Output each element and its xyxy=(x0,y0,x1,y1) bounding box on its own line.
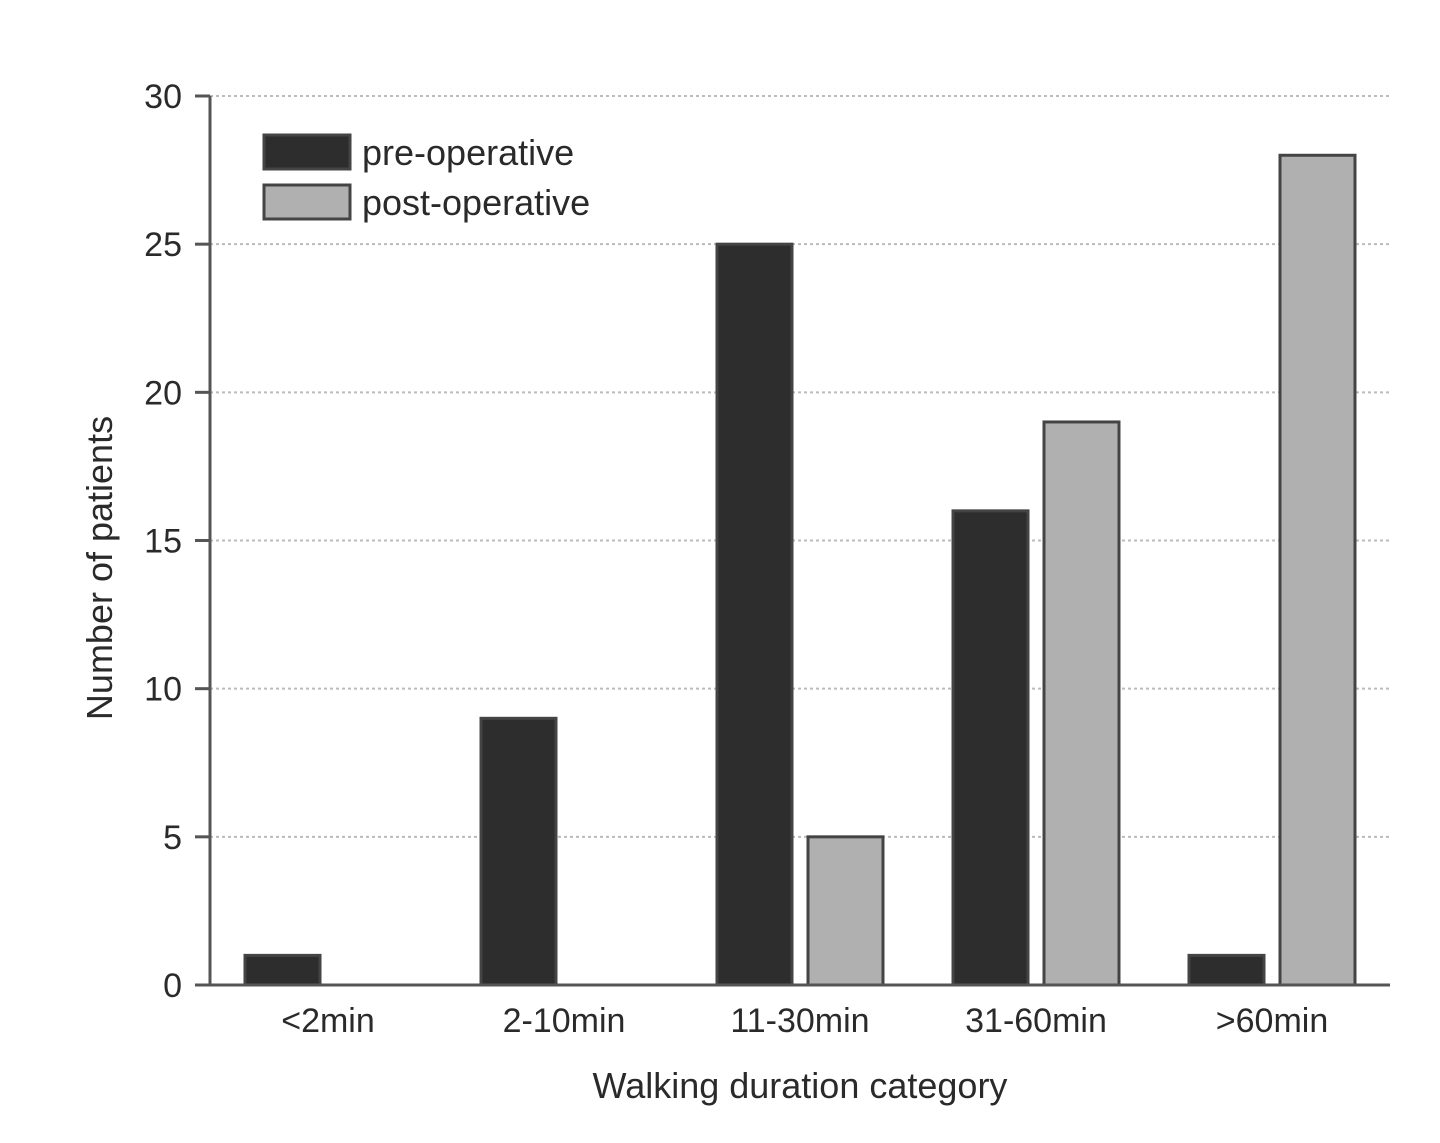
y-tick-label: 20 xyxy=(144,374,182,412)
legend-label: post-operative xyxy=(362,182,590,223)
bar-post-operative xyxy=(1278,153,1357,987)
bar-post-operative xyxy=(806,835,885,987)
x-tick-label: 2-10min xyxy=(503,1002,626,1040)
x-tick-label: 31-60min xyxy=(965,1002,1107,1040)
y-tick-label: 0 xyxy=(163,967,182,1005)
bar-pre-operative xyxy=(715,242,794,987)
bar-post-operative xyxy=(1042,420,1121,987)
y-tick-label: 10 xyxy=(144,671,182,709)
x-tick-label: 11-30min xyxy=(730,1002,869,1040)
legend-swatch xyxy=(262,133,352,171)
y-tick-label: 25 xyxy=(144,226,182,264)
x-tick-label: <2min xyxy=(281,1002,375,1040)
gridlines xyxy=(210,95,1390,838)
y-axis-title: Number of patients xyxy=(79,416,120,720)
x-axis-title: Walking duration category xyxy=(593,1065,1008,1106)
legend-swatch xyxy=(262,183,352,221)
legend-label: pre-operative xyxy=(362,132,574,173)
y-axis-ticks: 0 5 10 15 20 25 30 xyxy=(144,78,210,1005)
x-axis-labels: <2min 2-10min 11-30min 31-60min >60min xyxy=(281,1002,1328,1040)
bars xyxy=(243,153,1357,987)
x-tick-label: >60min xyxy=(1216,1002,1328,1040)
y-tick-label: 5 xyxy=(163,819,182,857)
y-tick-label: 30 xyxy=(144,78,182,116)
bar-pre-operative xyxy=(951,509,1030,987)
bar-pre-operative xyxy=(1187,953,1266,987)
y-tick-label: 15 xyxy=(144,523,182,561)
legend: pre-operative post-operative xyxy=(262,132,590,223)
bar-pre-operative xyxy=(243,953,322,987)
bar-pre-operative xyxy=(479,716,558,987)
